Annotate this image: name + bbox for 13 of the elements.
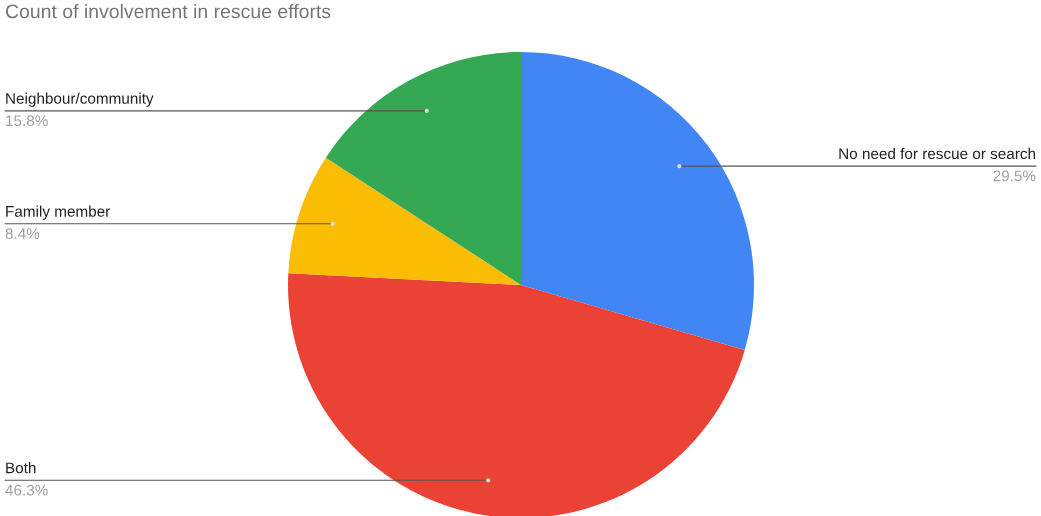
slice-label: Both [6, 462, 36, 474]
pie-slice [288, 157, 521, 285]
data-label: 46.3% [5, 484, 48, 496]
slice-label: No need for rescue or search [839, 147, 1036, 160]
chart-title: Count of involvement in rescue efforts [5, 4, 331, 19]
data-label: 29.5% [993, 170, 1036, 182]
pie-slice [288, 273, 745, 516]
slice-label: Neighbour/community [6, 92, 154, 107]
slice-label: Family member [6, 205, 110, 220]
pie-slice [521, 52, 754, 350]
data-label: 8.4% [5, 228, 40, 240]
data-label: 15.8% [6, 115, 48, 127]
pie-slice [325, 52, 521, 285]
